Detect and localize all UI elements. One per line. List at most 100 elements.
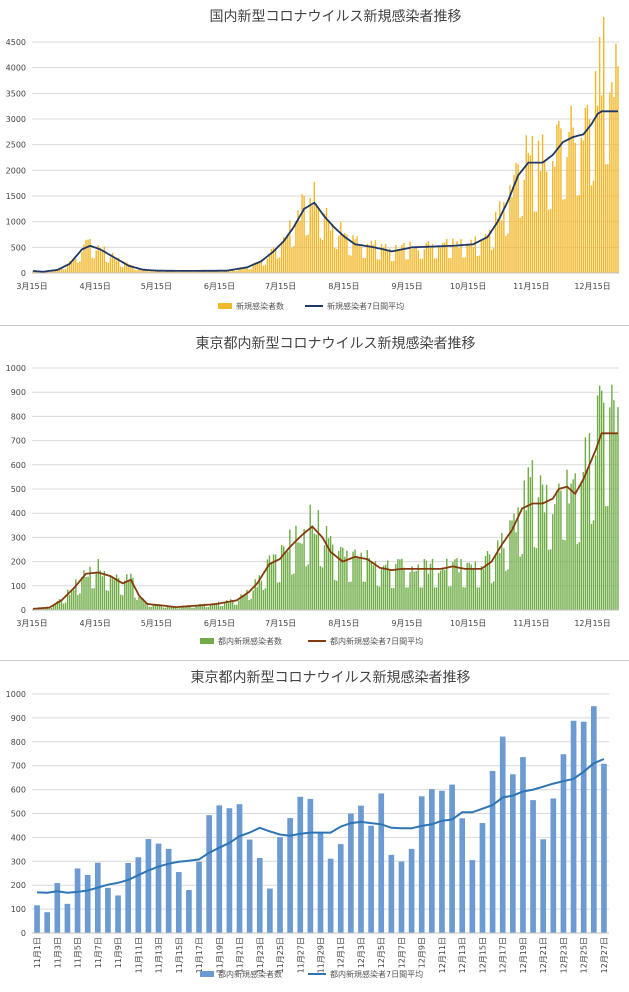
bar	[99, 247, 101, 273]
bar	[494, 553, 497, 610]
legend-label-bar: 新規感染者数	[236, 301, 284, 311]
bar	[193, 607, 195, 610]
bar	[397, 559, 399, 610]
bar	[219, 606, 222, 610]
bar	[185, 605, 187, 610]
bar	[372, 244, 375, 273]
bar	[250, 268, 252, 273]
bar	[148, 606, 150, 610]
bar	[564, 540, 566, 610]
bar	[403, 242, 405, 273]
legend-swatch-bar	[200, 638, 214, 644]
x-tick-label: 12月7日	[397, 937, 406, 968]
bar	[539, 171, 542, 273]
bar	[54, 603, 57, 610]
bar	[291, 247, 293, 273]
bar	[134, 269, 136, 273]
bar	[505, 570, 507, 610]
bar	[562, 539, 564, 610]
bar	[44, 608, 46, 610]
bar	[517, 507, 519, 610]
y-tick-label: 600	[11, 786, 26, 795]
bar	[340, 221, 342, 273]
bar	[113, 579, 116, 610]
bar	[472, 247, 474, 273]
bar	[547, 549, 550, 610]
bar	[411, 249, 413, 273]
bar	[578, 195, 580, 273]
bar	[138, 269, 140, 273]
bar	[132, 577, 134, 610]
bar	[40, 608, 42, 610]
bar	[293, 573, 295, 610]
bar	[603, 16, 605, 273]
bar	[609, 92, 611, 273]
bar	[350, 255, 352, 273]
bar	[374, 560, 377, 610]
x-tick-label: 12月15日	[574, 282, 610, 291]
bar	[545, 171, 548, 273]
bar	[54, 269, 57, 273]
bar	[128, 580, 130, 610]
bar	[388, 854, 395, 933]
x-tick-label: 8月15日	[328, 619, 359, 628]
bar	[238, 268, 240, 273]
bar	[206, 815, 212, 933]
bar	[450, 258, 452, 273]
bar	[197, 605, 199, 610]
x-tick-label: 11月17日	[195, 937, 204, 973]
bar	[362, 581, 364, 610]
bar	[238, 600, 240, 610]
bar	[195, 270, 197, 273]
bar	[547, 209, 550, 273]
bar	[391, 588, 393, 610]
bar	[196, 861, 202, 933]
y-tick-label: 1500	[6, 192, 26, 201]
bar	[34, 905, 40, 933]
bar	[317, 209, 320, 273]
bar	[395, 245, 397, 273]
chart-panel-tokyo-long: 東京都内新型コロナウイルス新規感染者推移 0 100 200 300 400 500 600 7…	[0, 326, 629, 660]
bar	[576, 544, 578, 610]
bar	[276, 582, 279, 610]
bar	[425, 242, 428, 273]
bar	[427, 241, 430, 273]
bar	[505, 235, 507, 273]
bar	[226, 808, 233, 933]
bar	[32, 608, 34, 610]
x-tick-label: 7月15日	[265, 282, 296, 291]
bar	[119, 594, 122, 610]
bar	[160, 605, 163, 610]
bar	[50, 608, 53, 610]
bar	[221, 606, 224, 610]
bar	[278, 582, 281, 610]
bar	[289, 529, 291, 610]
x-tick-label: 11月7日	[94, 937, 103, 968]
bar	[570, 105, 572, 273]
bar	[252, 263, 254, 273]
bar	[395, 563, 397, 610]
bar	[366, 550, 368, 610]
bar	[429, 247, 432, 273]
bar	[391, 261, 393, 273]
bar	[460, 239, 462, 273]
bar	[270, 249, 273, 273]
bar	[201, 605, 203, 610]
bar	[511, 520, 513, 610]
bar	[533, 547, 536, 610]
bar	[368, 558, 371, 610]
bar	[313, 182, 316, 273]
bar	[574, 473, 576, 610]
x-tick-label: 11月3日	[53, 937, 62, 968]
bar	[408, 848, 415, 933]
bar	[215, 270, 218, 273]
y-tick-label: 100	[11, 905, 26, 914]
bar	[68, 261, 71, 273]
bar	[596, 395, 599, 610]
x-tick-label: 12月25日	[580, 937, 589, 973]
bar	[611, 82, 613, 273]
bar	[588, 433, 591, 610]
bar	[185, 270, 187, 273]
bar	[515, 162, 517, 273]
bar	[360, 246, 362, 273]
